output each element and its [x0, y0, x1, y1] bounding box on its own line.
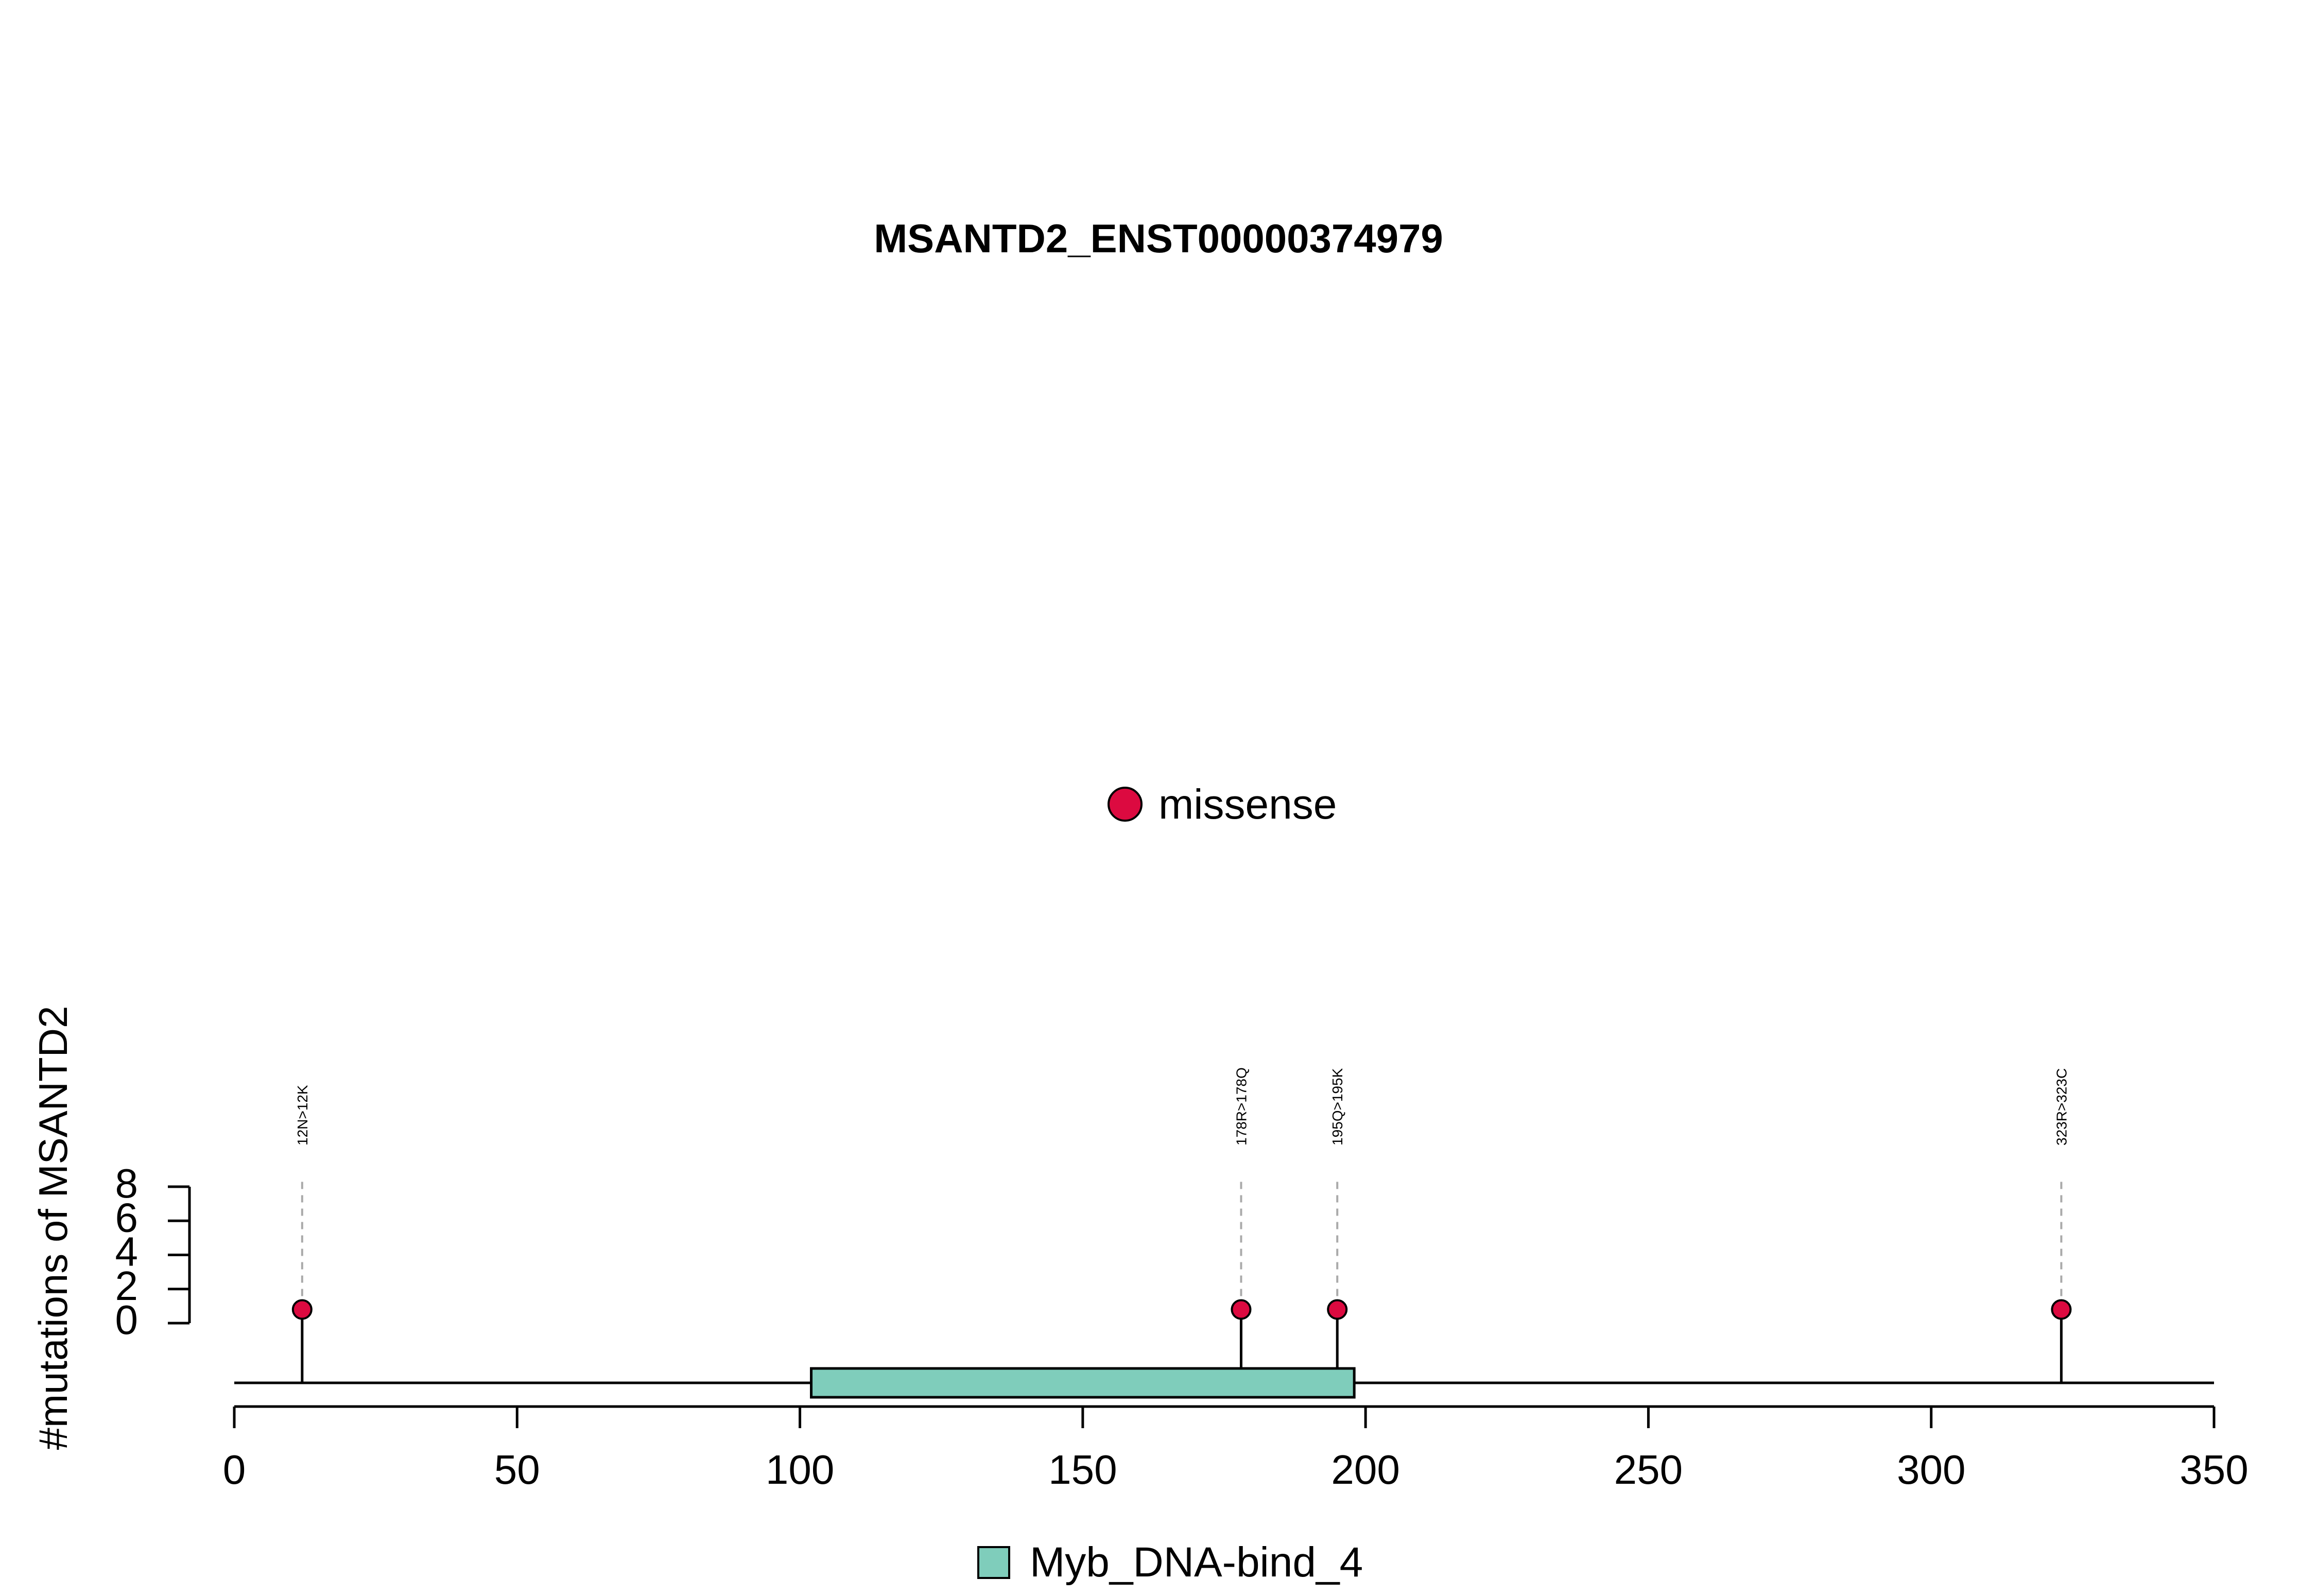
- mutation-label: 12N>12K: [295, 1085, 310, 1146]
- domain-legend-swatch: [977, 1546, 1010, 1579]
- missense-legend-dot: [1108, 787, 1143, 822]
- y-tick-label: 8: [115, 1160, 139, 1206]
- mutation-point: [291, 1299, 313, 1320]
- y-tick-label: 4: [115, 1229, 139, 1275]
- mutation-label: 195Q>195K: [1329, 1068, 1345, 1146]
- mutation-point: [1231, 1299, 1252, 1320]
- chart-title: MSANTD2_ENST00000374979: [874, 216, 1443, 261]
- y-axis-label: #mutations of MSANTD2: [30, 1006, 76, 1450]
- x-tick-label: 50: [494, 1447, 540, 1493]
- y-tick-label: 0: [115, 1297, 139, 1343]
- x-tick-label: 350: [2180, 1447, 2248, 1493]
- mutation-label: 323R>323C: [2053, 1068, 2069, 1146]
- mutation-lollipops: 12N>12K 178R>178Q 195Q>195K 323R>323C: [291, 1067, 2072, 1383]
- top-legend: missense: [1108, 781, 1337, 828]
- y-tick-label: 6: [115, 1194, 139, 1240]
- x-tick-label: 300: [1897, 1447, 1965, 1493]
- mutation-label: 178R>178Q: [1233, 1067, 1249, 1146]
- x-axis: 0 50 100 150 200 250 300 350: [223, 1405, 2249, 1493]
- x-tick-label: 0: [223, 1447, 246, 1493]
- domain-legend-label: Myb_DNA-bind_4: [1030, 1539, 1363, 1586]
- mutation-point: [2051, 1299, 2072, 1320]
- domain-rect: [810, 1367, 1356, 1399]
- mutation-point: [1327, 1299, 1348, 1320]
- domain-legend: Myb_DNA-bind_4: [977, 1539, 1363, 1586]
- x-tick-label: 200: [1331, 1447, 1399, 1493]
- x-tick-label: 150: [1048, 1447, 1117, 1493]
- protein-domains: [810, 1367, 1356, 1399]
- x-tick-label: 100: [766, 1447, 834, 1493]
- missense-legend-label: missense: [1158, 781, 1337, 828]
- y-tick-label: 2: [115, 1263, 139, 1309]
- x-tick-label: 250: [1614, 1447, 1683, 1493]
